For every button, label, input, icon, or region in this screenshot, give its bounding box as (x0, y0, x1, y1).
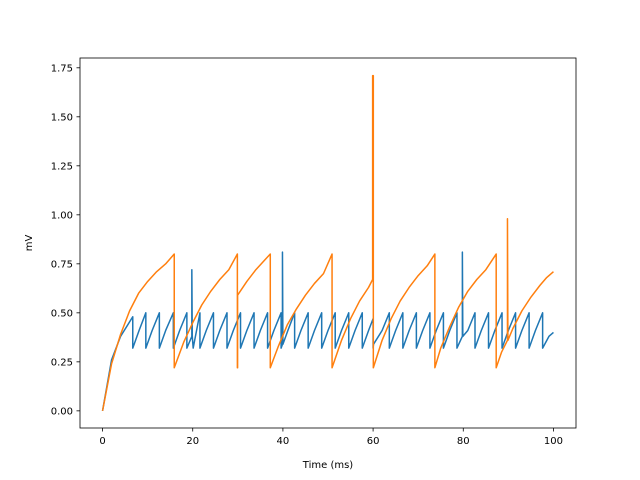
x-axis-ticks: 0 20 40 60 80 100 (99, 428, 563, 447)
y-axis-ticks: 0.00 0.25 0.50 0.75 1.00 1.25 1.50 1.75 (51, 63, 80, 417)
y-axis-label: mV (24, 235, 35, 252)
y-tick-label: 0.50 (51, 308, 73, 319)
x-tick-label: 40 (277, 436, 290, 447)
series-layer (101, 74, 554, 411)
y-tick-label: 0.00 (51, 406, 73, 417)
x-tick-label: 100 (544, 436, 563, 447)
y-tick-label: 1.75 (51, 63, 73, 74)
x-tick-label: 60 (367, 436, 380, 447)
series-line-2 (101, 74, 554, 411)
y-tick-label: 0.75 (51, 259, 73, 270)
y-tick-label: 0.25 (51, 357, 73, 368)
x-tick-label: 80 (457, 436, 470, 447)
y-tick-label: 1.50 (51, 112, 73, 123)
y-tick-label: 1.25 (51, 161, 73, 172)
series-line-1 (101, 251, 554, 411)
y-tick-label: 1.00 (51, 210, 73, 221)
plot-frame (79, 57, 577, 429)
x-tick-label: 20 (186, 436, 199, 447)
x-tick-label: 0 (99, 436, 105, 447)
x-axis-label: Time (ms) (302, 460, 354, 471)
